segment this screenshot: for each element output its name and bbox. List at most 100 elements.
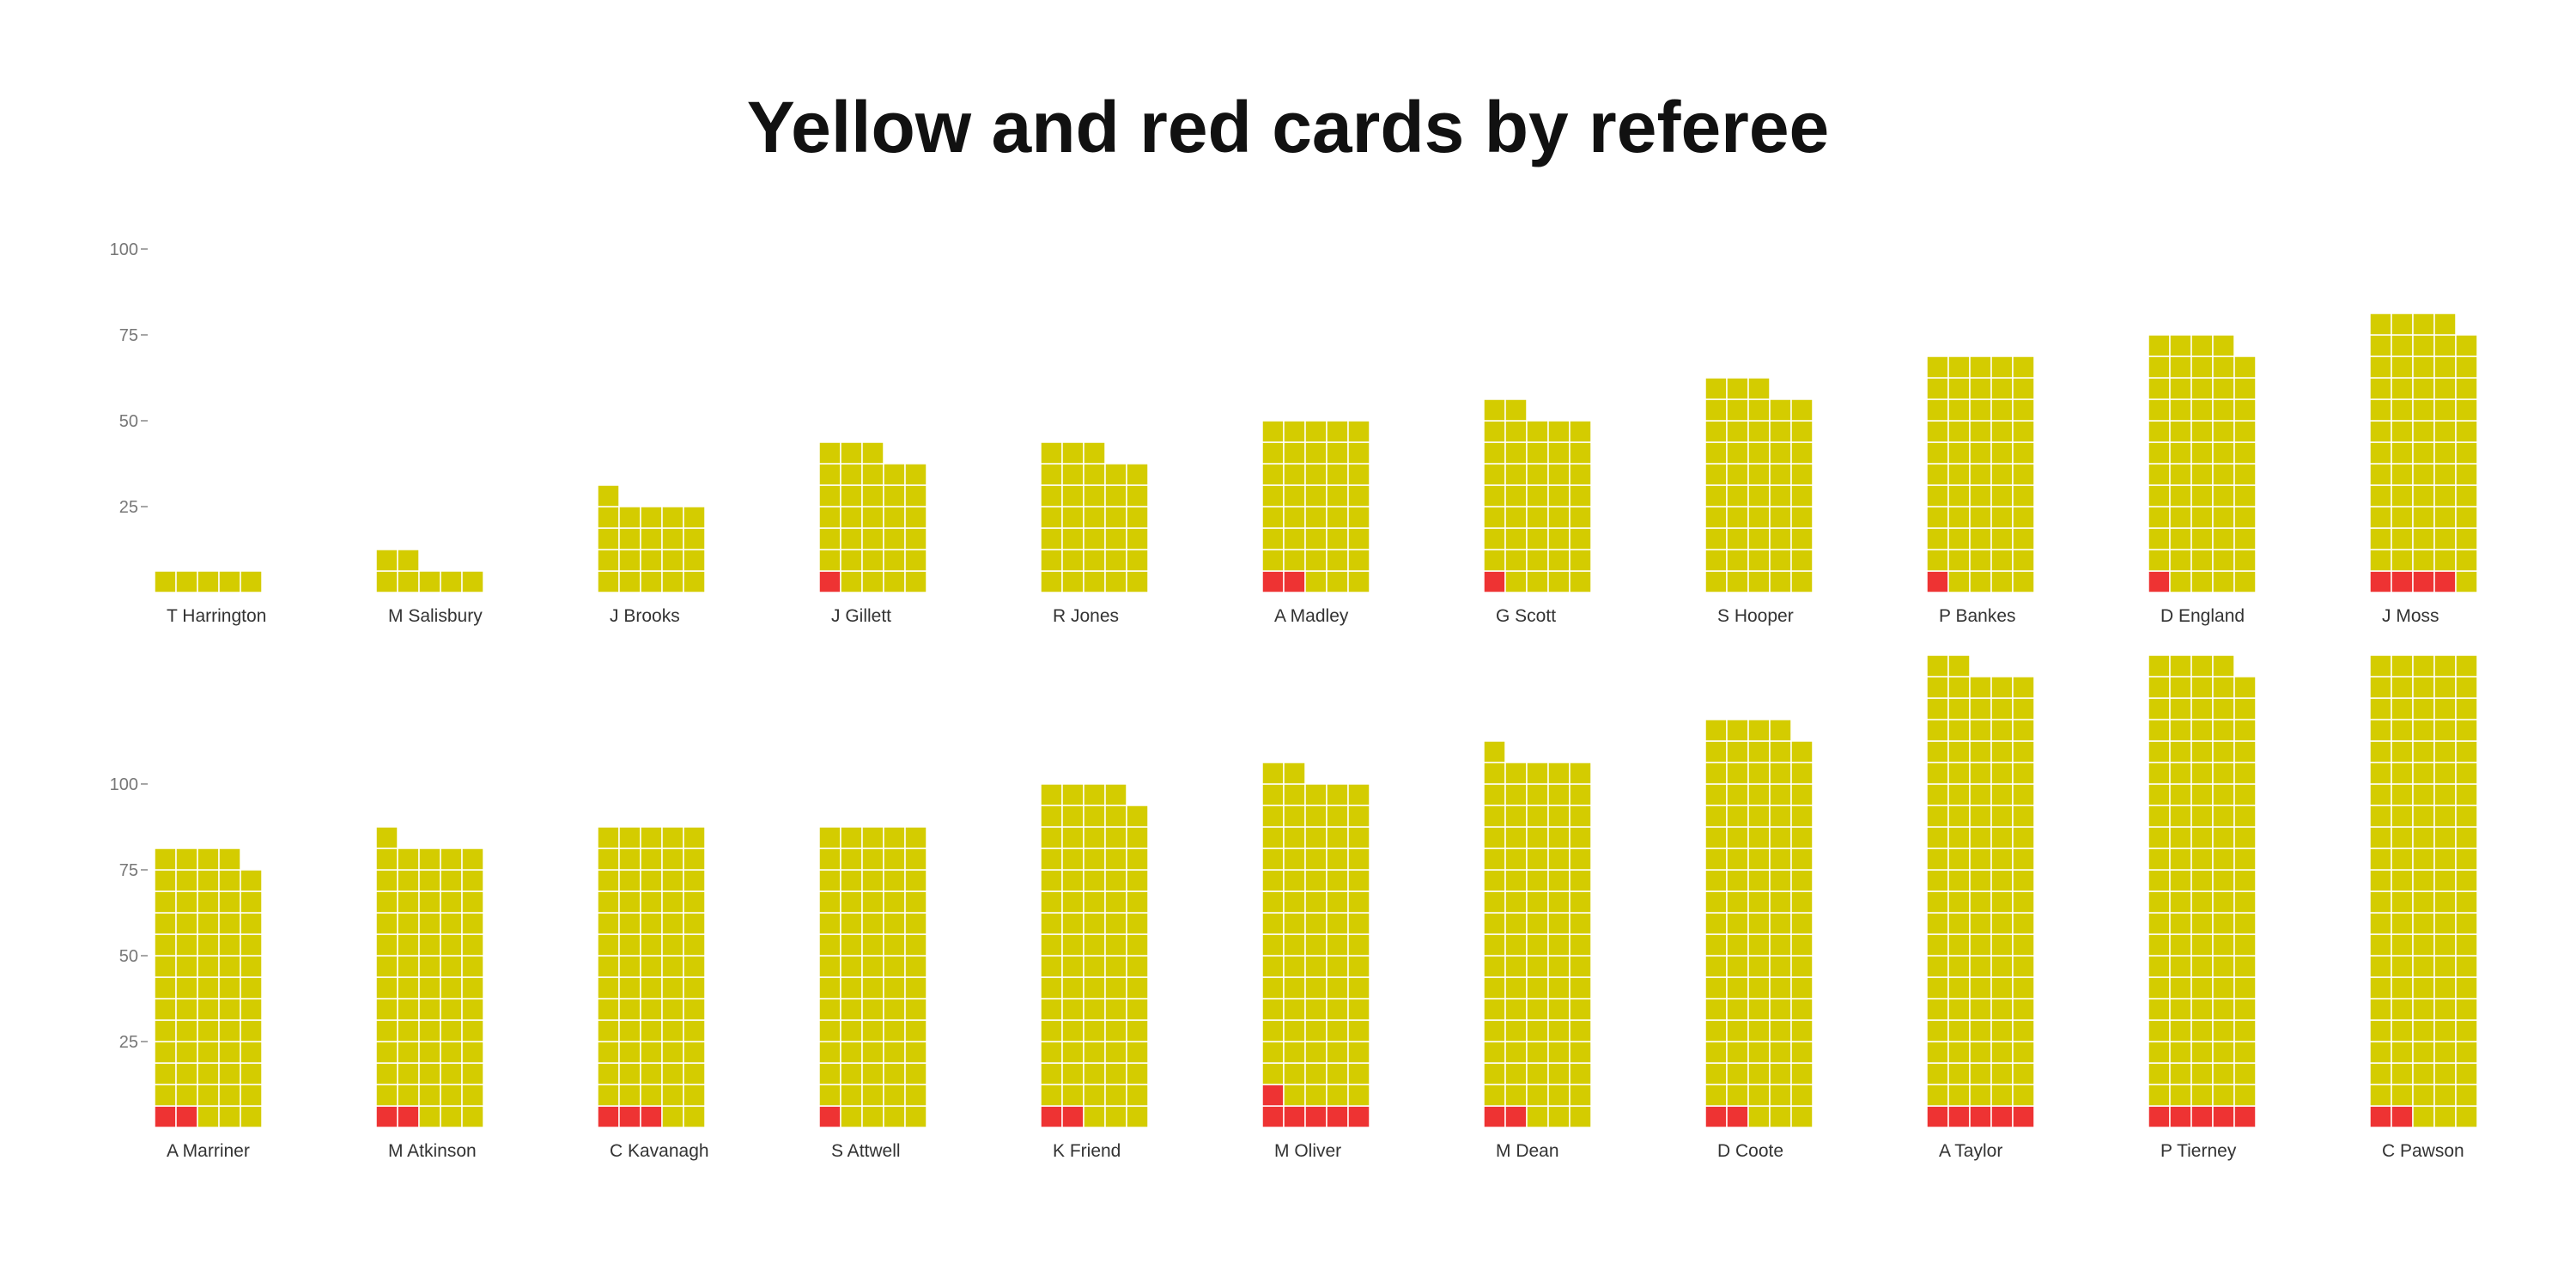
yellow-card-square [2455,762,2478,785]
yellow-card-square [640,506,663,529]
yellow-card-square [1083,912,1106,935]
yellow-card-square [1483,890,1506,914]
yellow-card-square [2212,826,2235,849]
yellow-card-square [1769,484,1792,507]
yellow-card-square [1769,527,1792,550]
yellow-card-square [2169,377,2192,400]
yellow-card-square [1126,890,1149,914]
yellow-card-square [904,549,927,572]
yellow-card-square [1261,1062,1285,1085]
yellow-card-square [2233,762,2257,785]
yellow-card-square [1326,527,1349,550]
yellow-card-square [1326,1041,1349,1064]
yellow-card-square [1283,912,1306,935]
yellow-card-square [461,1105,484,1128]
yellow-card-square [2433,1084,2457,1107]
yellow-card-square [197,1084,220,1107]
yellow-card-square [240,912,263,935]
yellow-card-square [904,890,927,914]
yellow-card-square [1990,848,2014,871]
yellow-card-square [2233,676,2257,699]
yellow-card-square [2233,355,2257,379]
yellow-card-square [1747,506,1771,529]
yellow-card-square [2369,506,2392,529]
yellow-card-square [1769,398,1792,422]
yellow-card-square [2412,912,2435,935]
yellow-card-square [1526,955,1549,978]
yellow-card-square [1926,654,1949,677]
yellow-card-square [1040,1084,1063,1107]
yellow-card-square [1926,826,1949,849]
yellow-card-square [2433,506,2457,529]
yellow-card-square [1104,1062,1127,1085]
yellow-card-square [240,570,263,593]
yellow-card-square [1304,506,1327,529]
yellow-card-square [440,933,463,957]
yellow-card-square [2190,826,2214,849]
yellow-card-square [1569,420,1592,443]
yellow-card-square [1526,506,1549,529]
yellow-card-square [861,527,884,550]
yellow-card-square [661,890,684,914]
yellow-card-square [2212,805,2235,828]
yellow-card-square [1704,890,1728,914]
yellow-card-square [1526,762,1549,785]
yellow-card-square [2233,506,2257,529]
yellow-card-square [1347,1019,1370,1042]
yellow-card-square [2369,1019,2392,1042]
yellow-card-square [640,570,663,593]
yellow-card-square [2412,1105,2435,1128]
yellow-card-square [1726,805,1749,828]
yellow-card-square [818,527,841,550]
yellow-card-square [1283,527,1306,550]
yellow-card-square [1790,955,1814,978]
yellow-card-square [218,1019,241,1042]
yellow-card-square [197,1062,220,1085]
yellow-card-square [2369,783,2392,806]
yellow-card-square [175,570,198,593]
yellow-card-square [2169,869,2192,892]
yellow-card-square [1126,570,1149,593]
yellow-card-square [2233,869,2257,892]
yellow-card-square [240,1062,263,1085]
yellow-card-square [1040,848,1063,871]
yellow-card-square [1261,441,1285,465]
yellow-card-square [2233,420,2257,443]
yellow-card-square [1926,805,1949,828]
yellow-card-square [2391,783,2414,806]
yellow-card-square [2369,762,2392,785]
yellow-card-square [1526,998,1549,1021]
yellow-card-square [1926,783,1949,806]
yellow-card-square [1569,463,1592,486]
yellow-card-square [461,570,484,593]
yellow-card-square [1504,1062,1528,1085]
yellow-card-square [1569,783,1592,806]
yellow-card-square [1726,1062,1749,1085]
y-tick-label: 25 [119,1033,138,1052]
yellow-card-square [1704,869,1728,892]
yellow-card-square [2012,463,2035,486]
red-card-square [1947,1105,1971,1128]
yellow-card-square [175,1019,198,1042]
yellow-card-square [2433,848,2457,871]
yellow-card-square [1926,933,1949,957]
yellow-card-square [1926,955,1949,978]
referee-label: M Salisbury [388,606,483,626]
yellow-card-square [1990,676,2014,699]
yellow-card-square [2148,527,2171,550]
yellow-card-square [1061,976,1084,999]
yellow-card-square [2169,1041,2192,1064]
yellow-card-square [2233,398,2257,422]
yellow-card-square [1947,719,1971,742]
yellow-card-square [661,955,684,978]
yellow-card-square [1569,890,1592,914]
yellow-card-square [1526,890,1549,914]
yellow-card-square [2369,441,2392,465]
yellow-card-square [1704,420,1728,443]
yellow-card-square [2369,484,2392,507]
yellow-card-square [1990,570,2014,593]
yellow-card-square [2391,740,2414,763]
yellow-card-square [397,912,420,935]
yellow-card-square [618,506,641,529]
yellow-card-square [1283,549,1306,572]
